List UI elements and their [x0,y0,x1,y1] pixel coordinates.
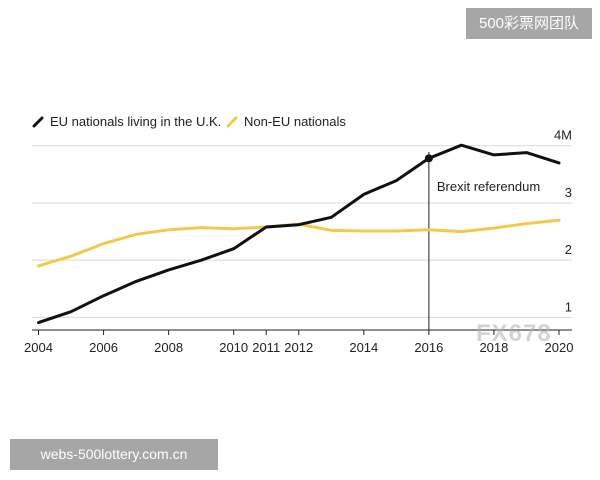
y-tick-label: 4M [554,128,572,143]
chart-gridlines [32,145,572,331]
chart-annotations: Brexit referendum [424,152,540,330]
legend-label-eu: EU nationals living in the U.K. [50,114,222,129]
x-tick-label: 2006 [89,340,118,355]
y-tick-label: 2 [565,242,572,257]
x-tick-label: 2011 [252,340,280,355]
y-axis-ticks: 1 2 3 4M [554,128,572,315]
y-tick-label: 3 [565,185,572,200]
watermark-overlay: FX678 [476,320,552,347]
watermark-bottom-left: webs-500lottery.com.cn [10,439,218,470]
series-line-0 [37,143,561,325]
x-tick-label: 2012 [284,340,313,355]
x-axis-ticks: 2004 2006 2008 2010 2011 2012 2014 2016 2018 2020 [24,330,573,355]
legend-swatch-non-eu-icon [226,116,238,127]
x-tick-label: 2010 [219,340,248,355]
chart-series [37,143,561,325]
x-tick-label: 2014 [349,340,378,355]
x-tick-label: 2018 [479,340,508,355]
x-tick-label: 2016 [414,340,443,355]
series-line-1 [37,218,561,268]
annotation-label: Brexit referendum [437,179,540,194]
watermark-top-right: 500彩票网团队 [466,8,592,39]
legend-swatch-eu-icon [32,116,44,127]
legend-item-eu: EU nationals living in the U.K. [32,114,221,129]
x-tick-label: 2008 [154,340,183,355]
x-tick-label: 2004 [24,340,53,355]
legend-item-non-eu: Non-EU nationals [226,114,346,129]
legend-label-non-eu: Non-EU nationals [244,114,346,129]
x-tick-label: 2020 [545,340,574,355]
y-tick-label: 1 [565,299,572,314]
